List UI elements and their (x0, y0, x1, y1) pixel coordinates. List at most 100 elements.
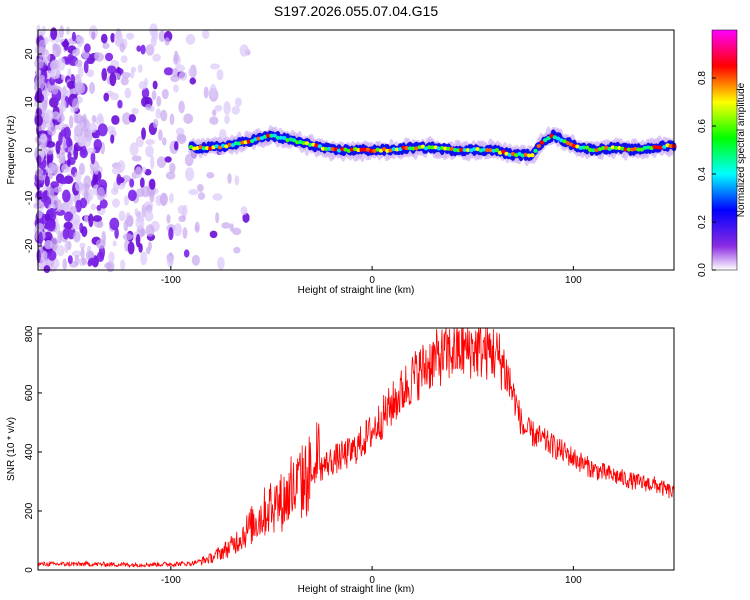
spectrogram-noise-blob (188, 189, 199, 196)
spectrogram-y-tick-label: 10 (24, 96, 35, 108)
spectrogram-noise-blob (140, 44, 146, 55)
spectrogram-noise-blob (67, 80, 77, 89)
spectrogram-noise-blob (40, 192, 48, 203)
spectrogram-noise-blob (152, 118, 159, 129)
spectrogram-noise-blob (139, 177, 145, 189)
spectrogram-noise-blob (137, 64, 143, 73)
spectrogram-track-core (530, 153, 535, 158)
spectrogram-noise-blob (95, 116, 105, 126)
spectrogram-noise-blob (79, 197, 88, 209)
spectrogram-noise-blob (141, 127, 147, 140)
spectrogram-track-core (227, 142, 232, 147)
spectrogram-noise-blob (172, 68, 179, 78)
spectrogram-noise-blob (76, 35, 83, 48)
spectrogram-track-core (568, 142, 574, 147)
spectrogram-noise-blob (50, 27, 58, 40)
spectrogram-track-core (394, 147, 400, 152)
spectrogram-noise-blob (88, 25, 98, 40)
spectrogram-track-core (456, 148, 461, 153)
spectrogram-noise-blob (224, 115, 230, 125)
spectrogram-noise-blob (239, 44, 249, 57)
spectrogram-noise-blob (84, 182, 90, 192)
spectrogram-track-core (427, 145, 432, 150)
spectrogram-noise-blob (48, 265, 57, 273)
spectrogram-noise-blob (96, 186, 105, 201)
spectrogram-track-core (266, 133, 271, 138)
spectrogram-noise-blob (140, 251, 148, 266)
spectrogram-noise-blob (38, 231, 43, 245)
spectrogram-track-core (626, 147, 632, 152)
spectrogram-noise-blob (189, 77, 197, 85)
spectrogram-noise-blob (34, 168, 44, 177)
spectrogram-signal-track (187, 125, 677, 167)
spectrogram-noise-blob (169, 113, 175, 126)
spectrogram-noise-blob (123, 195, 130, 206)
spectrogram-noise-blob (231, 105, 240, 115)
spectrogram-track-core (356, 148, 361, 153)
spectrogram-noise-blob (125, 32, 135, 40)
spectrogram-noise-blob (169, 192, 174, 204)
spectrogram-noise-blob (206, 172, 215, 179)
spectrogram-noise-blob (160, 109, 168, 122)
spectrogram-track-core (362, 147, 368, 152)
spectrogram-track-core (295, 140, 300, 145)
spectrogram-track-core (581, 145, 587, 150)
snr-frame (37, 327, 675, 571)
spectrogram-noise-blob (203, 86, 209, 99)
spectrogram-track-core (536, 144, 541, 149)
spectrogram-noise-blob (74, 171, 82, 182)
spectrogram-noise-blob (83, 60, 89, 74)
spectrogram-noise-blob (176, 134, 187, 145)
spectrogram-noise-blob (197, 192, 206, 200)
spectrogram-noise-blob (63, 38, 69, 51)
spectrogram-noise-blob (67, 151, 72, 161)
spectrogram-noise-blob (201, 29, 210, 40)
spectrogram-noise-blob (81, 226, 88, 238)
snr-x-tick-label: 0 (369, 575, 375, 586)
spectrogram-noise-blob (210, 63, 220, 70)
spectrogram-noise-blob (242, 212, 250, 223)
spectrogram-noise-blob (234, 97, 242, 107)
spectrogram-noise-blob (42, 250, 48, 262)
spectrogram-noise-blob (214, 104, 223, 112)
spectrogram-noise-blob (194, 221, 200, 233)
spectrogram-noise-blob (112, 240, 117, 247)
snr-y-tick-label: 200 (24, 502, 35, 519)
spectrogram-noise-blob (45, 147, 54, 155)
spectrogram-noise-blob (240, 206, 248, 216)
spectrogram-track-core (340, 147, 345, 152)
spectrogram-noise-blob (149, 189, 155, 203)
spectrogram-noise-blob (232, 227, 242, 236)
spectrogram-track-core (275, 135, 281, 140)
spectrogram-noise-blob (134, 208, 139, 216)
spectrogram-noise-blob (36, 249, 41, 264)
spectrogram-noise-blob (183, 113, 194, 124)
spectrogram-track-core (472, 147, 477, 152)
spectrogram-noise-blob (209, 83, 217, 98)
spectrogram-noise-blob (51, 84, 59, 95)
spectrogram-noise-blob (141, 166, 147, 173)
spectrogram-noise-blob (129, 178, 135, 188)
spectrogram-noise-blob (227, 173, 232, 184)
spectrogram-noise-blob (63, 211, 74, 222)
spectrogram-noise-blob (50, 181, 59, 189)
spectrogram-noise-blob (60, 74, 66, 81)
spectrogram-track-core (562, 139, 567, 144)
spectrogram-noise-blob (44, 109, 54, 123)
spectrogram-noise-blob (141, 87, 150, 99)
spectrogram-noise-blob (108, 251, 115, 264)
snr-series (37, 327, 675, 569)
spectrogram-noise-blob (57, 57, 66, 71)
snr-y-tick-label: 400 (24, 443, 35, 460)
spectrogram-noise-blob (166, 214, 171, 224)
spectrogram-noise-blob (173, 223, 183, 237)
spectrogram-noise-blob (121, 72, 131, 79)
spectrogram-noise-blob (164, 37, 170, 46)
spectrogram-noise-blob (135, 136, 144, 148)
spectrogram-track-core (494, 148, 500, 153)
spectrogram-noise-blob (130, 66, 137, 73)
spectrogram-noise-blob (183, 249, 190, 258)
spectrogram-track-core (662, 144, 667, 149)
